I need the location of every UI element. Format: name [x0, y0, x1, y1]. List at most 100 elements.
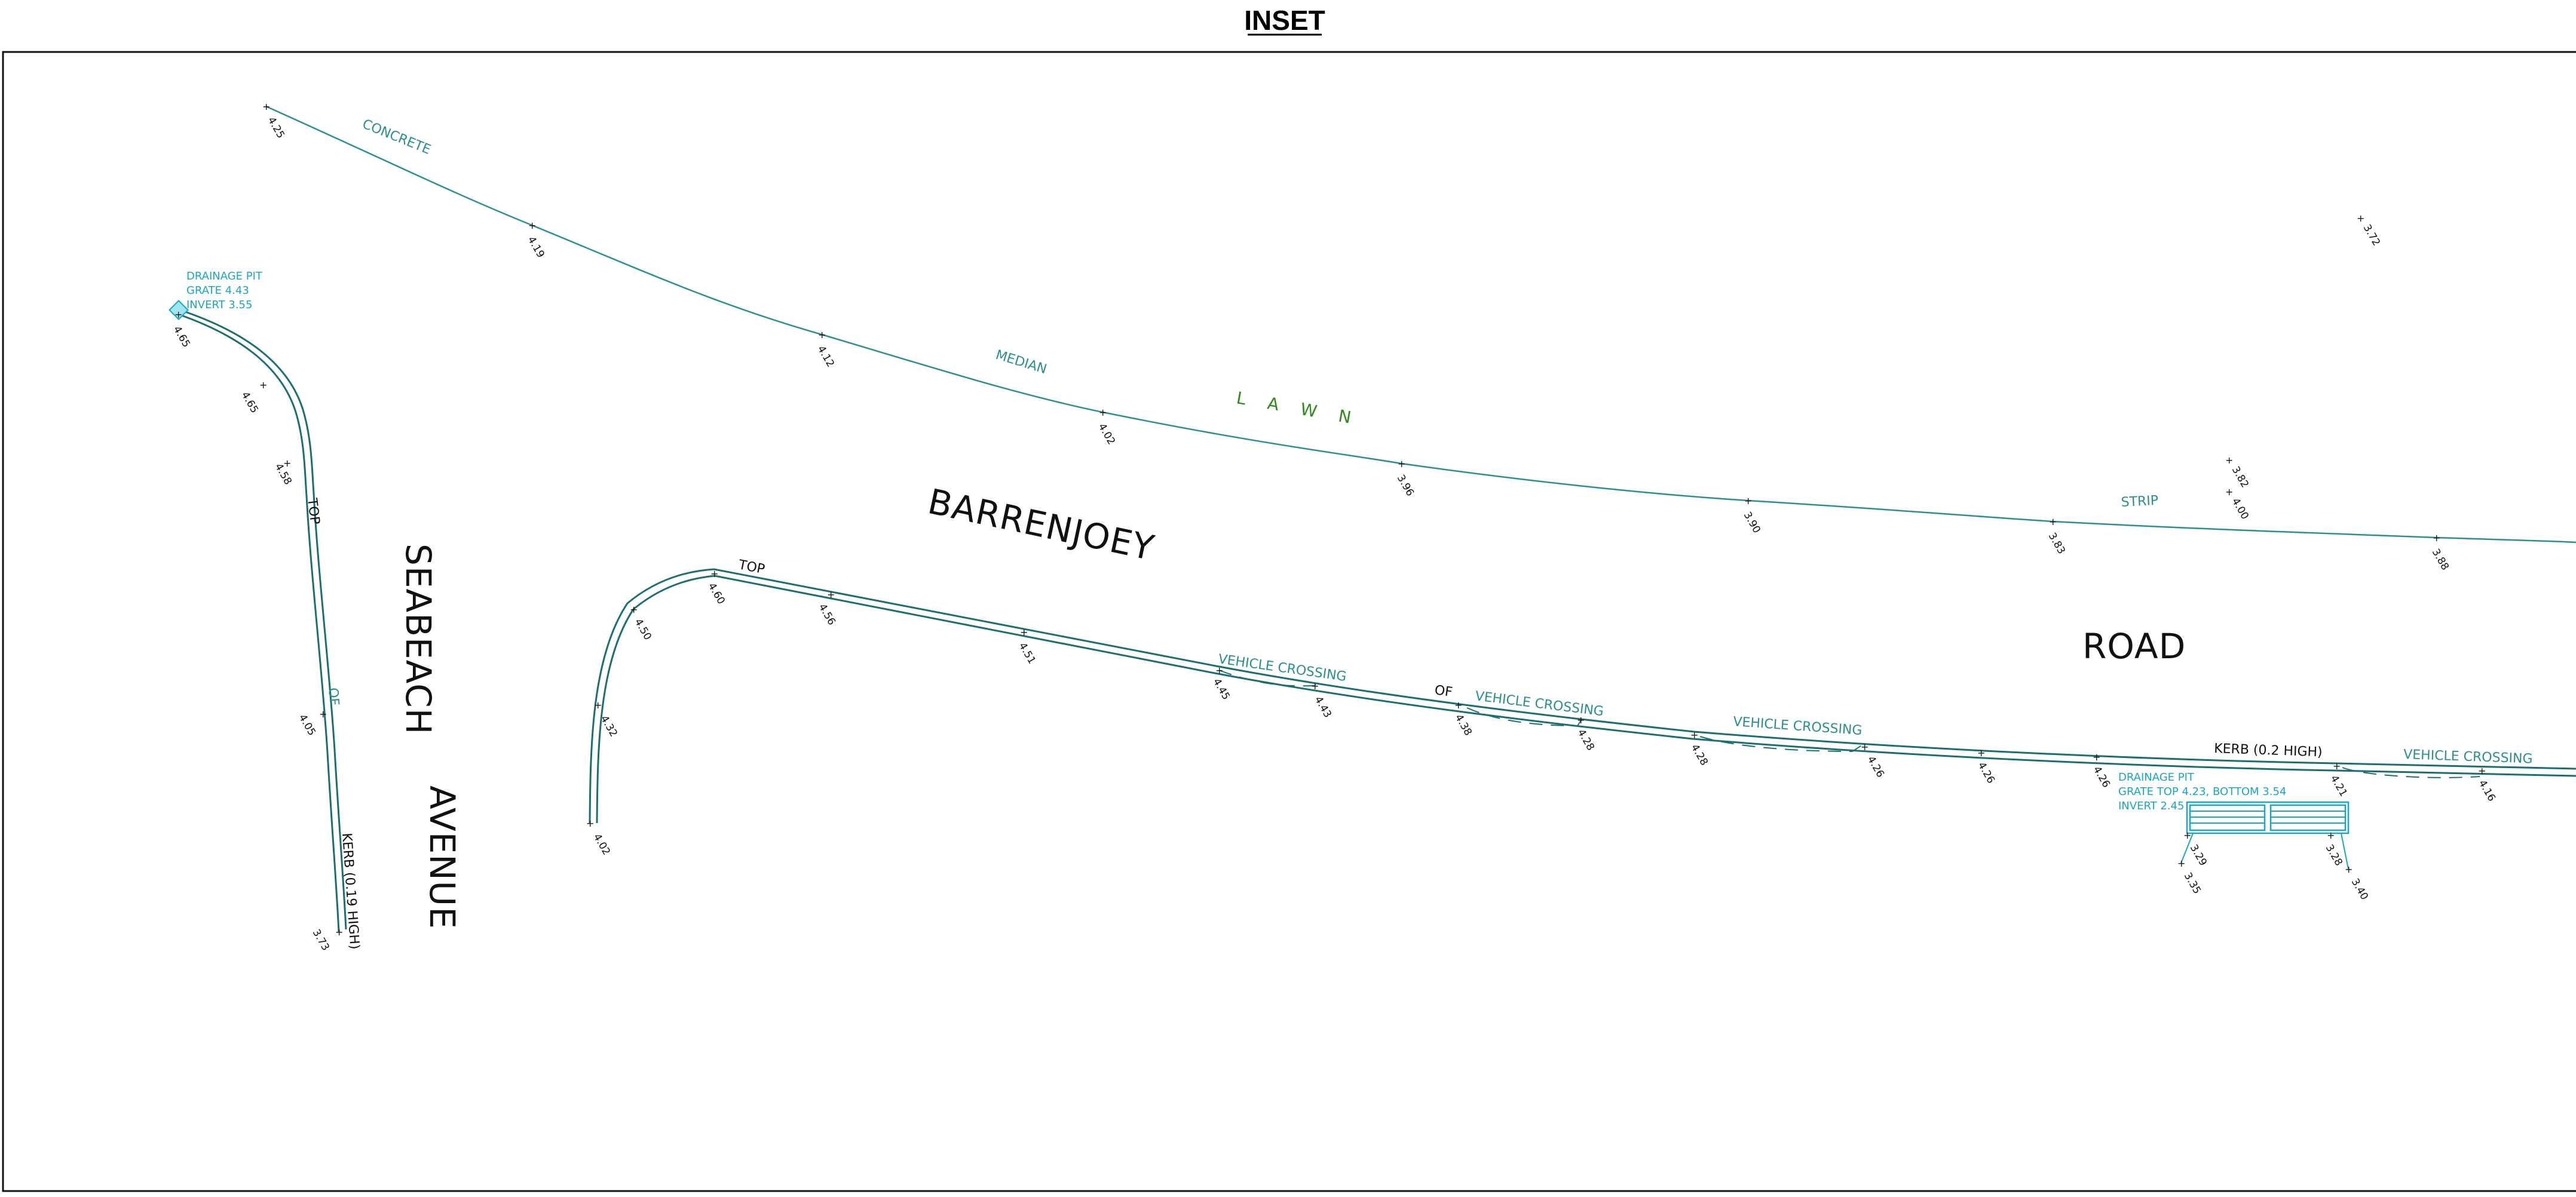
left-kerb [177, 311, 347, 932]
level-value-pit: 3.35 [2182, 871, 2203, 897]
level-value-left_kerb: 4.05 [296, 713, 318, 738]
level-point-marker: + [2093, 751, 2100, 763]
level-point-marker: + [319, 708, 327, 720]
level-value-median: 3.83 [2046, 531, 2067, 557]
level-value-main_kerb: 4.50 [632, 617, 654, 643]
level-value-main_kerb: 4.26 [2091, 765, 2112, 790]
label-median: MEDIAN [994, 348, 1048, 377]
level-value-spot: 4.00 [2229, 496, 2251, 522]
pit-2-title: DRAINAGE PIT [2118, 771, 2195, 784]
level-value-main_kerb: 4.26 [1865, 754, 1886, 780]
road-name-road: ROAD [2082, 626, 2186, 667]
level-point-marker: + [1311, 680, 1319, 692]
level-point-marker: + [2357, 213, 2364, 224]
pit-2-invert: INVERT 2.45 [2118, 800, 2184, 812]
drainage-pit-2-symbol [2180, 801, 2350, 870]
level-point-marker: + [1398, 458, 1405, 469]
label-of-left: OF [325, 687, 342, 706]
level-point-marker: + [2225, 486, 2233, 498]
level-point-marker: + [586, 818, 594, 829]
level-value-main_kerb: 4.16 [2476, 778, 2498, 804]
level-point-marker: + [1861, 741, 1869, 753]
level-value-pit: 3.28 [2323, 843, 2345, 868]
level-point-marker: + [2177, 858, 2185, 869]
level-value-main_kerb: 4.51 [1016, 641, 1038, 667]
level-point-marker: + [1744, 495, 1752, 507]
vehicle-crossing-dashes [1218, 670, 2480, 778]
level-value-left_kerb: 4.65 [239, 390, 261, 416]
level-point-marker: + [630, 604, 638, 615]
level-point-marker: + [1690, 729, 1698, 741]
level-value-main_kerb: 4.26 [1975, 760, 1997, 786]
level-point-marker: + [594, 699, 602, 711]
level-value-median: 4.19 [525, 235, 547, 260]
level-point-marker: + [1977, 747, 1985, 759]
level-point-marker: + [2333, 760, 2341, 772]
level-point-marker: + [2225, 455, 2233, 466]
pit-1-title: DRAINAGE PIT [186, 270, 263, 283]
label-kerb-main: KERB (0.2 HIGH) [2214, 741, 2323, 760]
drainage-pit-2-text: DRAINAGE PIT GRATE TOP 4.23, BOTTOM 3.54… [2118, 771, 2286, 812]
label-vehicle-crossing-1: VEHICLE CROSSING [1217, 652, 1347, 685]
level-value-pit: 3.29 [2188, 843, 2209, 868]
road-name-avenue: AVENUE [422, 785, 462, 929]
spot-levels: +4.25 +4.19 +4.12 +4.02 +3.96 +3.90 +3.83 +3.88… [171, 101, 2498, 953]
level-point-marker: + [262, 101, 270, 112]
level-point-marker: + [2433, 532, 2440, 544]
level-point-marker: + [1020, 627, 1028, 638]
level-value-left_kerb: 3.73 [310, 928, 332, 953]
level-value-main_kerb: 4.45 [1211, 677, 1232, 702]
road-name-barrenjoey: BARRENJOEY [924, 481, 1158, 569]
level-value-main_kerb: 4.28 [1575, 728, 1597, 753]
pit-1-grate: GRATE 4.43 [186, 284, 249, 297]
pit-2-grate: GRATE TOP 4.23, BOTTOM 3.54 [2118, 785, 2286, 798]
median-edge-line [265, 105, 2576, 544]
level-point-marker: + [2345, 864, 2353, 875]
level-point-marker: + [1099, 407, 1107, 418]
label-top-left: TOP [304, 497, 322, 526]
pit-1-invert: INVERT 3.55 [186, 299, 252, 311]
level-value-median: 3.90 [1741, 510, 1763, 536]
level-point-marker: + [335, 926, 343, 938]
level-point-marker: + [710, 568, 718, 579]
level-value-median: 3.96 [1395, 473, 1416, 499]
level-point-marker: + [2049, 516, 2057, 527]
level-point-marker: + [174, 309, 182, 320]
level-point-marker: + [528, 220, 536, 231]
level-value-main_kerb: 4.60 [706, 581, 727, 607]
level-value-main_kerb: 4.02 [591, 832, 612, 858]
inset-title: INSET [1244, 5, 1325, 36]
label-of-main: OF [1434, 683, 1453, 700]
drainage-pit-1-symbol [169, 300, 189, 320]
level-value-spot: 3.72 [2361, 223, 2382, 248]
road-name-seabeach: SEABEACH [398, 544, 439, 735]
level-value-left_kerb: 4.65 [171, 324, 192, 350]
level-point-marker: + [283, 458, 291, 469]
level-point-marker: + [2327, 830, 2335, 841]
drainage-pit-1-text: DRAINAGE PIT GRATE 4.43 INVERT 3.55 [186, 270, 263, 311]
level-value-median: 3.88 [2430, 547, 2451, 573]
level-point-marker: + [1215, 665, 1223, 676]
level-point-marker: + [2478, 765, 2486, 776]
level-point-marker: + [1577, 714, 1585, 726]
level-point-marker: + [1454, 699, 1462, 711]
level-value-main_kerb: 4.21 [2328, 774, 2350, 799]
label-strip: STRIP [2121, 493, 2159, 510]
main-kerb [589, 568, 2576, 824]
level-value-main_kerb: 4.43 [1312, 695, 1334, 720]
level-point-marker: + [259, 379, 267, 391]
label-vehicle-crossing-3: VEHICLE CROSSING [1733, 714, 1863, 738]
level-value-main_kerb: 4.28 [1689, 742, 1710, 768]
level-value-median: 4.25 [265, 115, 287, 141]
level-point-marker: + [2183, 830, 2191, 841]
level-value-main_kerb: 4.56 [816, 602, 838, 628]
level-value-median: 4.12 [815, 344, 837, 370]
inset-frame [2, 51, 2576, 1192]
label-lawn: L A W N [1235, 388, 1361, 429]
label-vehicle-crossing-4: VEHICLE CROSSING [2403, 747, 2533, 767]
level-value-median: 4.02 [1096, 422, 1117, 447]
level-value-main_kerb: 4.38 [1453, 713, 1474, 738]
level-point-marker: + [827, 589, 835, 600]
label-concrete: CONCRETE [360, 116, 433, 158]
